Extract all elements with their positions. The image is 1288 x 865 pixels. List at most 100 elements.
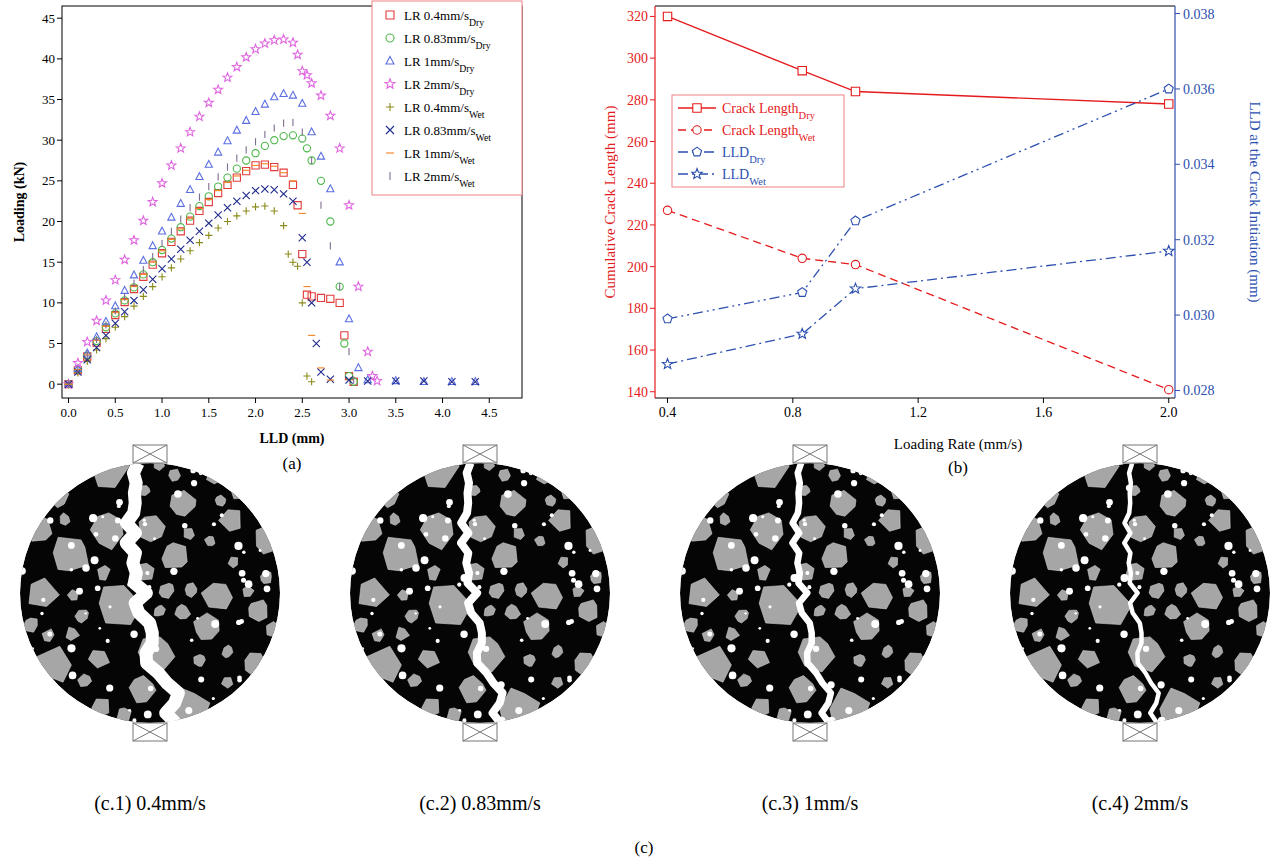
marker bbox=[84, 358, 91, 365]
void bbox=[564, 542, 572, 550]
series bbox=[65, 90, 479, 387]
legend-label: LLDWet bbox=[722, 167, 766, 187]
y2-axis-line bbox=[1174, 6, 1175, 398]
void bbox=[504, 490, 512, 498]
void bbox=[592, 570, 599, 577]
void bbox=[1058, 542, 1065, 549]
legend-sub: Dry bbox=[476, 39, 491, 50]
legend-sub: Wet bbox=[459, 154, 475, 165]
marker bbox=[232, 62, 241, 70]
aggregate bbox=[844, 529, 854, 540]
aggregate bbox=[228, 557, 238, 568]
void bbox=[212, 697, 215, 700]
marker bbox=[64, 379, 73, 387]
void bbox=[922, 570, 929, 577]
series-line bbox=[668, 210, 1169, 389]
y2-tick-label: 0.038 bbox=[1183, 7, 1215, 22]
legend-marker bbox=[693, 126, 701, 134]
marker bbox=[292, 119, 293, 126]
marker bbox=[215, 183, 222, 190]
marker bbox=[270, 35, 279, 43]
marker bbox=[271, 93, 278, 100]
panel-label: (b) bbox=[948, 458, 968, 477]
x-tick-label: 0.8 bbox=[784, 405, 802, 420]
crack bbox=[1124, 463, 1158, 723]
y-tick bbox=[650, 99, 655, 100]
aggregate bbox=[891, 482, 907, 499]
void bbox=[858, 677, 864, 683]
marker bbox=[392, 377, 399, 384]
void bbox=[1254, 585, 1261, 592]
marker bbox=[355, 364, 362, 371]
void bbox=[850, 638, 854, 642]
marker bbox=[1165, 100, 1173, 108]
void bbox=[707, 517, 713, 523]
void bbox=[1084, 532, 1089, 537]
y-tick-label: 30 bbox=[42, 133, 55, 148]
legend-main: LR 1mm/s bbox=[404, 146, 459, 161]
y-tick bbox=[57, 221, 62, 222]
aggregate bbox=[1026, 646, 1061, 682]
void bbox=[241, 578, 246, 583]
marker bbox=[280, 90, 287, 97]
void bbox=[700, 612, 703, 615]
void bbox=[1231, 578, 1236, 583]
void bbox=[1118, 709, 1121, 712]
void bbox=[830, 568, 837, 575]
void bbox=[707, 631, 712, 636]
marker bbox=[196, 208, 203, 209]
marker bbox=[289, 259, 296, 266]
void bbox=[445, 518, 451, 524]
void bbox=[589, 549, 592, 552]
x-tick bbox=[302, 398, 303, 403]
marker bbox=[158, 273, 165, 280]
void bbox=[101, 515, 104, 518]
marker bbox=[180, 215, 181, 222]
void bbox=[400, 568, 404, 572]
marker bbox=[271, 137, 278, 144]
marker bbox=[139, 216, 148, 224]
void bbox=[850, 468, 855, 473]
marker bbox=[850, 283, 860, 293]
aggregate bbox=[799, 516, 825, 542]
marker bbox=[336, 283, 343, 290]
aggregate bbox=[882, 645, 893, 658]
x-tick-label: 2.0 bbox=[1160, 405, 1178, 420]
marker bbox=[121, 308, 128, 315]
marker bbox=[327, 376, 334, 383]
void bbox=[196, 617, 199, 620]
marker bbox=[224, 182, 231, 183]
y-tick bbox=[57, 18, 62, 19]
x-tick bbox=[208, 398, 209, 403]
loading-plate-cross bbox=[793, 723, 827, 741]
void bbox=[473, 518, 476, 521]
y2-tick bbox=[1175, 164, 1180, 165]
aggregate bbox=[748, 651, 769, 668]
void bbox=[370, 612, 373, 615]
aggregate bbox=[814, 605, 825, 616]
marker bbox=[299, 234, 306, 241]
y-axis-line bbox=[654, 6, 655, 398]
void bbox=[834, 490, 842, 498]
marker bbox=[289, 180, 296, 181]
marker bbox=[246, 146, 247, 153]
void bbox=[529, 472, 533, 476]
marker bbox=[105, 321, 106, 328]
aggregate bbox=[42, 629, 54, 642]
void bbox=[1137, 585, 1141, 589]
panel-c: (c.1) 0.4mm/s(c.2) 0.83mm/s(c.3) 1mm/s(c… bbox=[18, 445, 1272, 857]
aggregate bbox=[829, 469, 841, 481]
marker bbox=[1165, 385, 1173, 393]
marker bbox=[130, 297, 137, 304]
void bbox=[1117, 583, 1121, 587]
void bbox=[1180, 638, 1184, 642]
marker bbox=[279, 35, 288, 43]
aggregate bbox=[408, 674, 422, 687]
y-tick bbox=[57, 262, 62, 263]
void bbox=[905, 580, 913, 588]
void bbox=[242, 551, 245, 554]
marker bbox=[336, 299, 343, 306]
aggregate bbox=[1239, 600, 1257, 622]
void bbox=[431, 515, 434, 518]
specimen-image: (c.2) 0.83mm/s bbox=[348, 445, 612, 815]
